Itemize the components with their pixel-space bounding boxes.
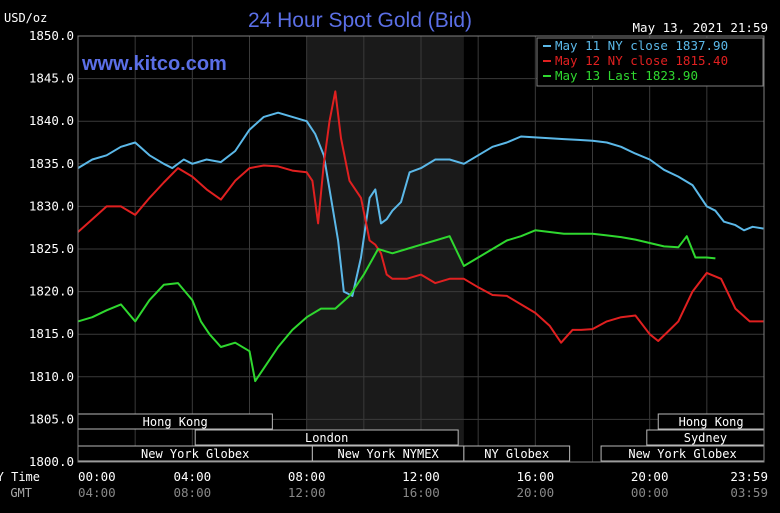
x-ny-label: NY Time <box>0 470 40 484</box>
legend-entry: May 12 NY close 1815.40 <box>555 53 728 68</box>
session-label: NY Globex <box>484 447 549 461</box>
session-label: London <box>305 431 348 445</box>
x-gmt-tick-label: 08:00 <box>174 485 212 500</box>
timestamp: May 13, 2021 21:59 <box>633 20 768 35</box>
x-ny-tick-label: 00:00 <box>78 469 116 484</box>
x-ny-tick-label: 20:00 <box>631 469 669 484</box>
x-gmt-tick-label: 04:00 <box>78 485 116 500</box>
y-tick-label: 1805.0 <box>29 411 74 426</box>
y-axis-label: USD/oz <box>4 11 47 25</box>
x-ny-tick-label: 23:59 <box>730 469 768 484</box>
session-label: New York Globex <box>141 447 249 461</box>
y-tick-label: 1840.0 <box>29 113 74 128</box>
session-label: Hong Kong <box>679 415 744 429</box>
series-line <box>77 111 764 297</box>
session-label: New York NYMEX <box>338 447 440 461</box>
x-gmt-tick-label: 03:59 <box>730 485 768 500</box>
x-gmt-tick-label: 16:00 <box>402 485 440 500</box>
x-gmt-tick-label: 12:00 <box>288 485 326 500</box>
x-ny-tick-label: 08:00 <box>288 469 326 484</box>
chart-title: 24 Hour Spot Gold (Bid) <box>248 9 472 32</box>
x-ny-tick-label: 12:00 <box>402 469 440 484</box>
y-tick-label: 1845.0 <box>29 71 74 86</box>
series-line <box>77 229 716 383</box>
series-lines <box>77 90 764 383</box>
market-sessions: Hong Kong Hong Kong London Sydney New York G… <box>77 413 765 462</box>
y-tick-label: 1830.0 <box>29 198 74 213</box>
session-box <box>194 429 459 446</box>
x-gmt-tick-label: 20:00 <box>517 485 555 500</box>
x-tick-labels: 00:00 04:00 08:00 12:00 16:00 20:00 23:5904:00… <box>78 469 768 500</box>
watermark: www.kitco.com <box>81 53 227 75</box>
y-tick-label: 1815.0 <box>29 326 74 341</box>
plot-frame <box>77 35 765 463</box>
legend-box <box>536 37 764 87</box>
session-box <box>463 445 571 462</box>
legend-entry: May 13 Last 1823.90 <box>555 68 698 83</box>
session-label: New York Globex <box>628 447 736 461</box>
x-ny-tick-label: 04:00 <box>174 469 212 484</box>
x-gmt-label: GMT <box>10 486 32 500</box>
session-label: Sydney <box>684 431 727 445</box>
session-label: Hong Kong <box>143 415 208 429</box>
x-gmt-tick-label: 00:00 <box>631 485 669 500</box>
y-tick-label: 1820.0 <box>29 284 74 299</box>
y-tick-label: 1835.0 <box>29 156 74 171</box>
y-tick-label: 1800.0 <box>29 454 74 469</box>
x-ny-tick-label: 16:00 <box>517 469 555 484</box>
series-line <box>77 90 764 344</box>
y-tick-label: 1850.0 <box>29 28 74 43</box>
y-tick-labels: 1850.0 1845.0 1840.0 1835.0 1830.0 1825.0 1820… <box>29 28 74 469</box>
y-tick-label: 1810.0 <box>29 369 74 384</box>
legend-entry: May 11 NY close 1837.90 <box>555 38 728 53</box>
y-tick-label: 1825.0 <box>29 241 74 256</box>
